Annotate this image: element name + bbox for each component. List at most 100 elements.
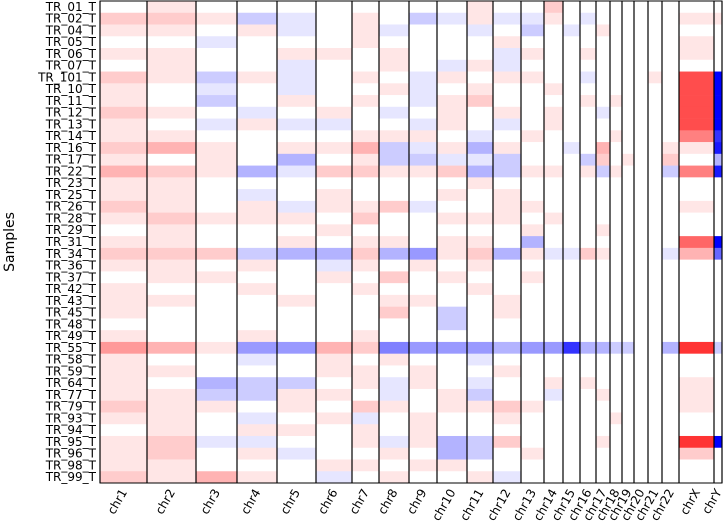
heatmap-cell <box>277 189 317 202</box>
heatmap-cell <box>437 400 468 413</box>
heatmap-cell <box>622 283 635 296</box>
heatmap-cell <box>622 1 635 14</box>
heatmap-cell <box>679 318 715 331</box>
heatmap-cell <box>563 259 581 272</box>
heatmap-cell <box>379 318 410 331</box>
heatmap-cell <box>147 259 197 272</box>
heatmap-cell <box>521 412 545 425</box>
heatmap-cell <box>493 212 522 225</box>
y-tick-label: TR_07_T <box>45 59 97 73</box>
heatmap-cell <box>196 12 238 25</box>
heatmap-cell <box>277 200 317 213</box>
heatmap-cell <box>100 153 148 166</box>
heatmap-cell <box>563 48 581 61</box>
heatmap-cell <box>352 471 380 484</box>
heatmap-cell <box>379 200 410 213</box>
heatmap-cell <box>679 59 715 72</box>
heatmap-cell <box>379 400 410 413</box>
heatmap-cell <box>196 212 238 225</box>
heatmap-cell <box>409 471 438 484</box>
heatmap-cell <box>563 165 581 178</box>
heatmap-cell <box>196 59 238 72</box>
heatmap-cell <box>544 471 564 484</box>
heatmap-cell <box>147 388 197 402</box>
heatmap-cell <box>662 189 680 202</box>
heatmap-cell <box>437 294 468 307</box>
heatmap-cell <box>147 412 197 425</box>
heatmap-cell <box>648 106 663 119</box>
heatmap-cell <box>610 435 623 449</box>
heatmap-cell <box>277 95 317 108</box>
heatmap-cell <box>596 130 611 143</box>
heatmap-cell <box>467 388 494 402</box>
heatmap-cell <box>196 130 238 143</box>
heatmap-cell <box>662 412 680 425</box>
heatmap-cell <box>679 330 715 343</box>
heatmap-cell <box>622 388 635 402</box>
heatmap-cell <box>352 48 380 61</box>
heatmap-cell <box>679 412 715 425</box>
heatmap-cell <box>580 59 597 72</box>
heatmap-cell <box>662 259 680 272</box>
heatmap-cell <box>634 259 649 272</box>
heatmap-cell <box>563 12 581 25</box>
heatmap-cell <box>100 224 148 237</box>
heatmap-cell <box>610 177 623 190</box>
heatmap-cell <box>277 306 317 319</box>
heatmap-cell <box>544 412 564 425</box>
y-tick-label: TR_14_T <box>45 129 97 143</box>
y-tick-label: TR_04_T <box>45 23 97 37</box>
heatmap-cell <box>277 36 317 49</box>
heatmap-cell <box>622 447 635 460</box>
heatmap-cell <box>467 95 494 108</box>
heatmap-cell <box>679 283 715 296</box>
heatmap-cell <box>596 306 611 319</box>
heatmap-cell <box>493 435 522 449</box>
heatmap-cell <box>379 459 410 472</box>
heatmap-cell <box>634 59 649 72</box>
heatmap-cell <box>196 106 238 119</box>
heatmap-cell <box>493 59 522 72</box>
heatmap-cell <box>237 435 278 449</box>
x-tick-label: chr4 <box>238 487 264 517</box>
heatmap-cell <box>714 435 723 449</box>
heatmap-cell <box>563 353 581 366</box>
heatmap-cell <box>679 447 715 460</box>
heatmap-cell <box>596 236 611 249</box>
heatmap-cell <box>147 294 197 307</box>
heatmap-cell <box>467 177 494 190</box>
heatmap-cell <box>662 459 680 472</box>
heatmap-cell <box>493 1 522 14</box>
heatmap-cell <box>622 435 635 449</box>
heatmap-cell <box>237 95 278 108</box>
heatmap-cell <box>147 200 197 213</box>
heatmap-cell <box>316 142 353 155</box>
heatmap-cell <box>493 412 522 425</box>
heatmap-cell <box>596 165 611 178</box>
heatmap-cell <box>379 388 410 402</box>
heatmap-cell <box>467 247 494 260</box>
heatmap-cell <box>648 130 663 143</box>
heatmap-cell <box>352 177 380 190</box>
heatmap-cell <box>467 400 494 413</box>
heatmap-cell <box>580 341 597 354</box>
heatmap-cell <box>352 24 380 37</box>
heatmap-cell <box>277 48 317 61</box>
heatmap-cell <box>379 271 410 284</box>
heatmap-cell <box>277 283 317 296</box>
heatmap-cell <box>100 1 148 14</box>
heatmap-cell <box>714 130 723 143</box>
heatmap-cell <box>634 330 649 343</box>
heatmap-cell <box>409 330 438 343</box>
heatmap-cell <box>277 224 317 237</box>
heatmap-cell <box>634 365 649 378</box>
heatmap-cell <box>277 247 317 260</box>
heatmap-cell <box>662 71 680 84</box>
heatmap-cell <box>379 247 410 260</box>
heatmap-cell <box>196 400 238 413</box>
heatmap-cell <box>610 377 623 390</box>
y-tick-label: TR_13_T <box>45 117 97 131</box>
heatmap-cell <box>352 247 380 260</box>
heatmap-cell <box>714 271 723 284</box>
plot-frame <box>99 0 723 484</box>
